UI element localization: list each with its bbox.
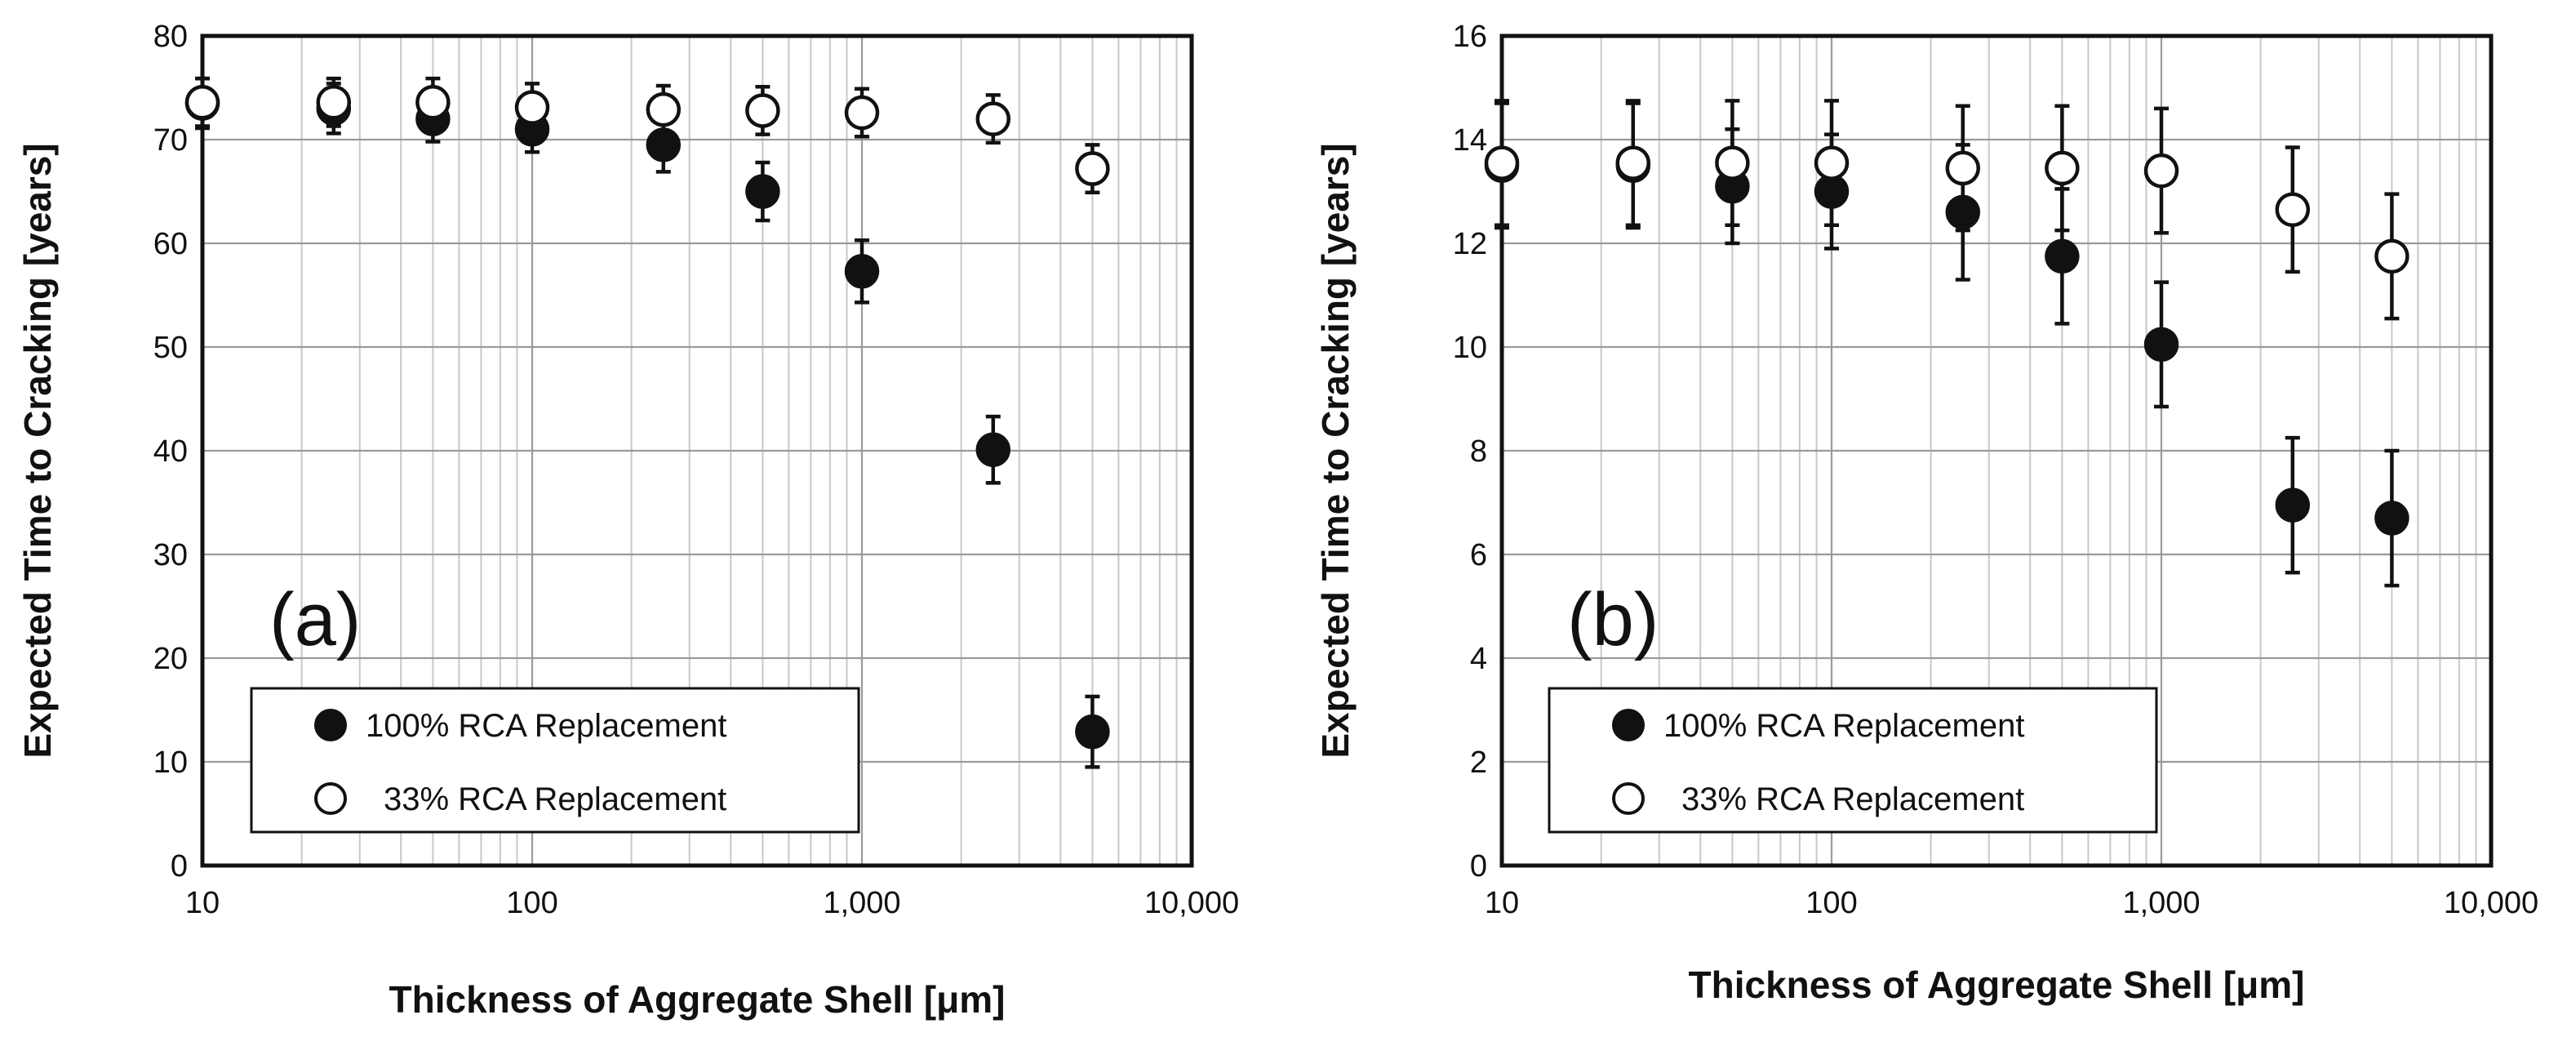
point-33-rca-b xyxy=(1615,145,1651,180)
x-tick-label-b: 10 xyxy=(1485,886,1519,920)
legend-label-33-b: 33% RCA Replacement xyxy=(1681,781,2024,817)
point-100-rca-b xyxy=(2275,487,2311,523)
legend-box-b xyxy=(1548,687,2158,834)
point-33-rca-a xyxy=(646,91,682,127)
point-100-rca-b xyxy=(1814,174,1850,209)
y-tick-label-a: 30 xyxy=(153,538,188,572)
y-ticks-a: 0 10 20 30 40 50 60 70 80 xyxy=(153,20,188,883)
point-33-rca-a xyxy=(844,95,880,131)
x-tick-label-a: 1,000 xyxy=(823,886,900,920)
point-100-rca-a xyxy=(844,254,880,289)
point-33-rca-b xyxy=(1945,150,1981,186)
y-tick-label-b: 4 xyxy=(1470,642,1487,676)
legend-label-100-b: 100% RCA Replacement xyxy=(1663,708,2024,744)
point-33-rca-a xyxy=(975,101,1011,136)
legend-label-100-a: 100% RCA Replacement xyxy=(366,708,726,744)
x-tick-label-b: 100 xyxy=(1805,886,1857,920)
legend-marker-open-b xyxy=(1612,782,1645,815)
x-ticks-a: 10 100 1,000 10,000 xyxy=(185,886,1239,920)
y-tick-label-a: 0 xyxy=(171,849,188,883)
x-tick-label-b: 1,000 xyxy=(2122,886,2200,920)
y-tick-label-b: 16 xyxy=(1453,20,1487,54)
plot-frame-a xyxy=(200,33,1194,868)
point-33-rca-b xyxy=(2143,153,2179,189)
point-33-rca-b xyxy=(1484,145,1520,180)
panel-label-b: (b) xyxy=(1567,578,1659,661)
y-tick-label-a: 70 xyxy=(153,123,188,158)
x-tick-label-a: 100 xyxy=(506,886,557,920)
point-33-rca-b xyxy=(2045,150,2080,186)
panel-label-a: (a) xyxy=(269,578,361,661)
point-100-rca-b xyxy=(2045,238,2080,274)
data-a xyxy=(184,76,1110,769)
y-ticks-b: 0 2 4 6 8 10 12 14 16 xyxy=(1453,20,1487,883)
legend-label-33-a: 33% RCA Replacement xyxy=(384,781,726,817)
y-tick-label-b: 10 xyxy=(1453,331,1487,365)
x-axis-title-b: Thickness of Aggregate Shell [μm] xyxy=(1689,964,2305,1006)
y-tick-label-b: 0 xyxy=(1470,849,1487,883)
legend-b: 100% RCA Replacement 33% RCA Replacement xyxy=(1548,687,2158,834)
y-tick-label-b: 12 xyxy=(1453,227,1487,261)
y-tick-label-b: 14 xyxy=(1453,123,1487,158)
point-33-rca-a xyxy=(1075,151,1110,186)
y-tick-label-b: 6 xyxy=(1470,538,1487,572)
y-tick-label-a: 10 xyxy=(153,745,188,780)
y-tick-label-a: 80 xyxy=(153,20,188,54)
x-axis-title-a: Thickness of Aggregate Shell [μm] xyxy=(389,978,1006,1021)
point-100-rca-b xyxy=(2374,501,2409,536)
point-100-rca-a xyxy=(975,432,1011,467)
legend-marker-filled-a xyxy=(314,709,347,741)
y-tick-label-b: 8 xyxy=(1470,434,1487,469)
chart-panel-b: 0 2 4 6 8 10 12 14 16 10 100 1,000 10,000 (b) 100% … xyxy=(1314,20,2538,1006)
y-tick-label-a: 40 xyxy=(153,434,188,469)
point-33-rca-a xyxy=(184,85,220,120)
point-33-rca-a xyxy=(415,85,451,120)
point-33-rca-a xyxy=(316,85,352,120)
x-tick-label-a: 10,000 xyxy=(1144,886,1239,920)
legend-marker-open-a xyxy=(314,782,347,815)
y-axis-title-a: Expected Time to Cracking [years] xyxy=(16,143,59,758)
point-33-rca-a xyxy=(745,93,780,128)
point-33-rca-b xyxy=(1814,145,1850,180)
point-100-rca-a xyxy=(1075,714,1110,750)
point-100-rca-b xyxy=(1945,194,1981,230)
plot-frame-b xyxy=(1499,33,2494,868)
point-33-rca-b xyxy=(2275,192,2311,227)
point-33-rca-b xyxy=(2374,238,2409,274)
point-33-rca-b xyxy=(1715,145,1750,180)
legend-a: 100% RCA Replacement 33% RCA Replacement xyxy=(250,687,860,834)
x-ticks-b: 10 100 1,000 10,000 xyxy=(1485,886,2538,920)
legend-box-a xyxy=(250,687,860,834)
point-33-rca-a xyxy=(514,90,550,125)
legend-marker-filled-b xyxy=(1612,709,1645,741)
x-tick-label-b: 10,000 xyxy=(2444,886,2538,920)
point-100-rca-b xyxy=(2143,327,2179,363)
y-tick-label-a: 20 xyxy=(153,642,188,676)
y-tick-label-b: 2 xyxy=(1470,745,1487,780)
data-b xyxy=(1484,99,2409,588)
point-100-rca-a xyxy=(745,174,780,209)
point-100-rca-a xyxy=(646,127,682,162)
y-tick-label-a: 50 xyxy=(153,331,188,365)
y-axis-title-b: Expected Time to Cracking [years] xyxy=(1314,143,1357,758)
x-tick-label-a: 10 xyxy=(185,886,220,920)
y-tick-label-a: 60 xyxy=(153,227,188,261)
